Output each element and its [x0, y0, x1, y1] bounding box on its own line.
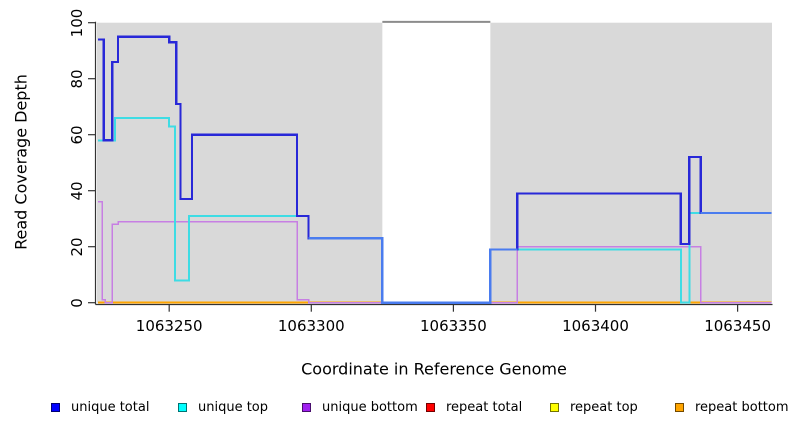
x-tick-label: 1063450	[704, 317, 772, 335]
legend-swatch-icon	[178, 403, 187, 412]
legend-item-unique-bottom: unique bottom	[302, 400, 418, 415]
legend-item-label: repeat bottom	[695, 400, 789, 415]
x-tick-label: 1063350	[419, 317, 487, 335]
legend-item-label: repeat top	[570, 400, 638, 415]
y-tick-label: 60	[68, 125, 86, 145]
legend-swatch-icon	[302, 403, 311, 412]
legend-item-repeat-bottom: repeat bottom	[675, 400, 789, 415]
legend-swatch-icon	[550, 403, 559, 412]
y-tick-label: 80	[68, 69, 86, 89]
legend: unique total unique top unique bottom repea…	[0, 400, 792, 424]
legend-swatch-icon	[51, 403, 60, 412]
x-axis-title: Coordinate in Reference Genome	[301, 359, 567, 379]
legend-swatch-icon	[426, 403, 435, 412]
y-tick-label: 100	[68, 8, 86, 38]
legend-item-label: unique bottom	[322, 400, 418, 415]
y-tick-label: 0	[68, 297, 86, 308]
series-line-unique-total	[98, 35, 772, 304]
series-overlap-highlight-0	[308, 237, 518, 304]
series-line-unique-bottom	[98, 201, 772, 304]
y-axis-title: Read Coverage Depth	[11, 74, 31, 250]
legend-swatch-icon	[675, 403, 684, 412]
coverage-gap-region	[382, 22, 491, 303]
legend-item-label: repeat total	[446, 400, 523, 415]
legend-item-unique-total: unique total	[51, 400, 149, 415]
x-tick-label: 1063250	[135, 317, 203, 335]
legend-item-label: unique total	[71, 400, 150, 415]
legend-item-unique-top: unique top	[178, 400, 268, 415]
x-tick-label: 1063400	[562, 317, 629, 335]
y-tick-label: 20	[68, 237, 86, 257]
legend-item-label: unique top	[198, 400, 269, 415]
y-tick-label: 40	[68, 181, 86, 201]
x-tick-label: 1063300	[277, 317, 345, 335]
legend-item-repeat-total: repeat total	[426, 400, 522, 415]
legend-item-repeat-top: repeat top	[550, 400, 638, 415]
